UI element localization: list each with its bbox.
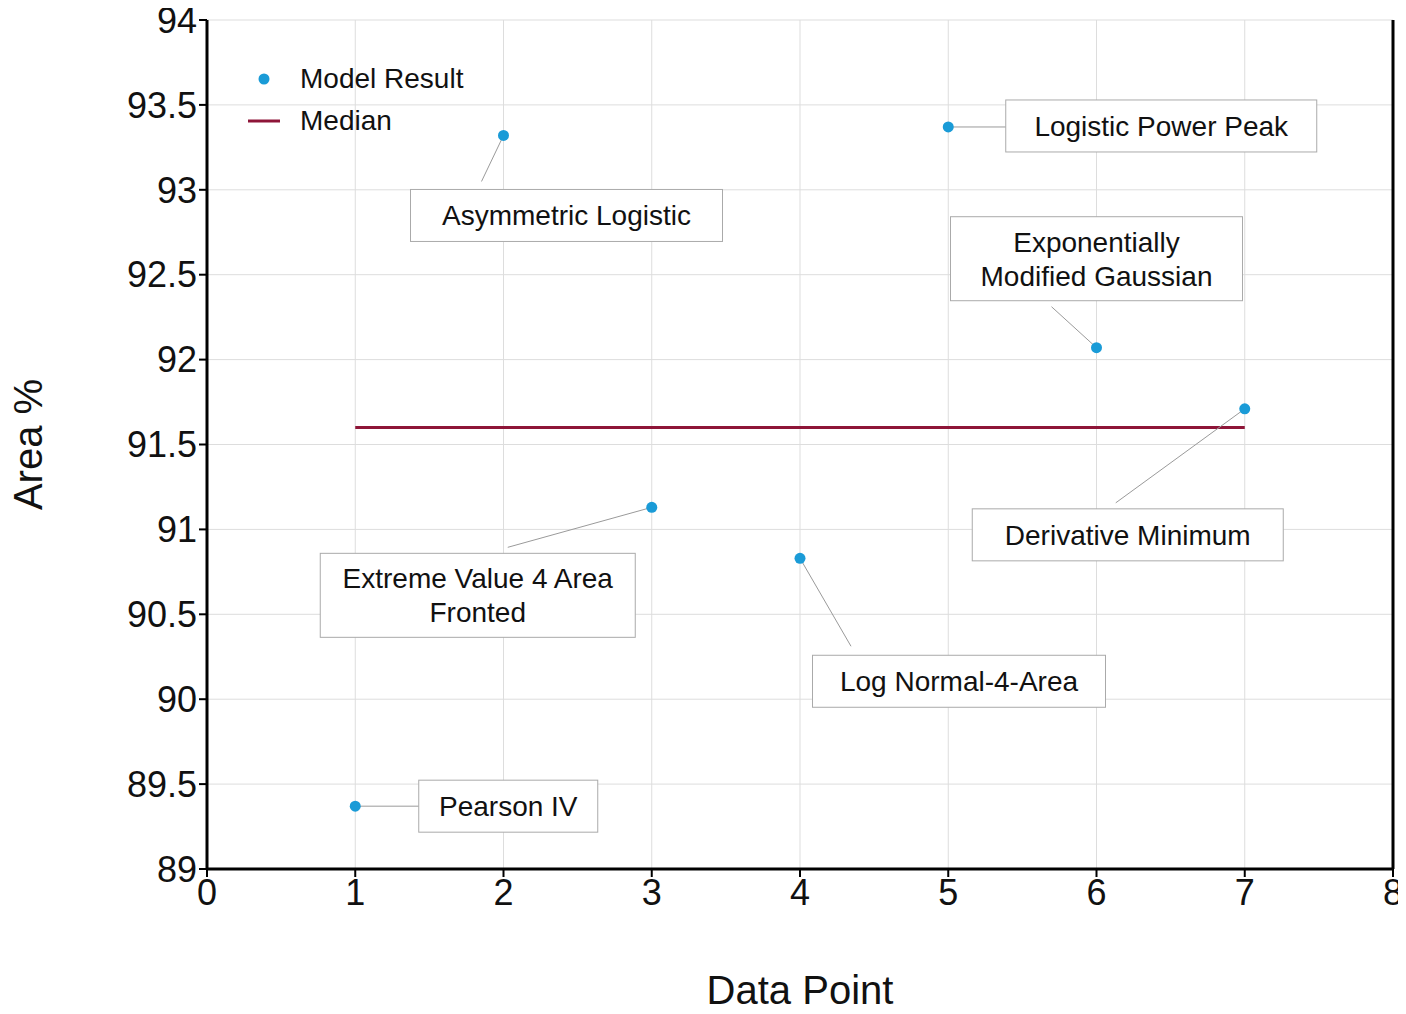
- svg-text:ExponentiallyModified Gaussian: ExponentiallyModified Gaussian: [981, 227, 1213, 292]
- svg-text:92: 92: [157, 339, 197, 380]
- svg-text:Log Normal-4-Area: Log Normal-4-Area: [840, 666, 1079, 697]
- svg-text:Logistic Power Peak: Logistic Power Peak: [1034, 111, 1289, 142]
- svg-text:Data Point: Data Point: [707, 968, 894, 1006]
- svg-text:91: 91: [157, 509, 197, 550]
- svg-text:5: 5: [938, 872, 958, 913]
- svg-text:94: 94: [157, 8, 197, 41]
- svg-text:90: 90: [157, 679, 197, 720]
- svg-text:89.5: 89.5: [127, 764, 197, 805]
- svg-text:Asymmetric Logistic: Asymmetric Logistic: [442, 200, 691, 231]
- svg-text:Extreme Value 4 AreaFronted: Extreme Value 4 AreaFronted: [343, 563, 614, 628]
- svg-text:1: 1: [345, 872, 365, 913]
- svg-text:3: 3: [642, 872, 662, 913]
- html-text:Model Result: Model Result: [300, 63, 464, 94]
- svg-text:Derivative Minimum: Derivative Minimum: [1005, 520, 1251, 551]
- svg-text:7: 7: [1235, 872, 1255, 913]
- svg-text:6: 6: [1086, 872, 1106, 913]
- svg-text:93.5: 93.5: [127, 85, 197, 126]
- svg-text:90.5: 90.5: [127, 594, 197, 635]
- svg-text:4: 4: [790, 872, 810, 913]
- svg-text:89: 89: [157, 849, 197, 890]
- html-text:Median: Median: [300, 105, 392, 136]
- svg-text:Pearson IV: Pearson IV: [439, 791, 578, 822]
- svg-text:91.5: 91.5: [127, 424, 197, 465]
- svg-text:2: 2: [493, 872, 513, 913]
- svg-text:0: 0: [197, 872, 217, 913]
- svg-text:8: 8: [1383, 872, 1398, 913]
- svg-text:93: 93: [157, 170, 197, 211]
- svg-text:92.5: 92.5: [127, 254, 197, 295]
- svg-text:Area %: Area %: [8, 379, 50, 510]
